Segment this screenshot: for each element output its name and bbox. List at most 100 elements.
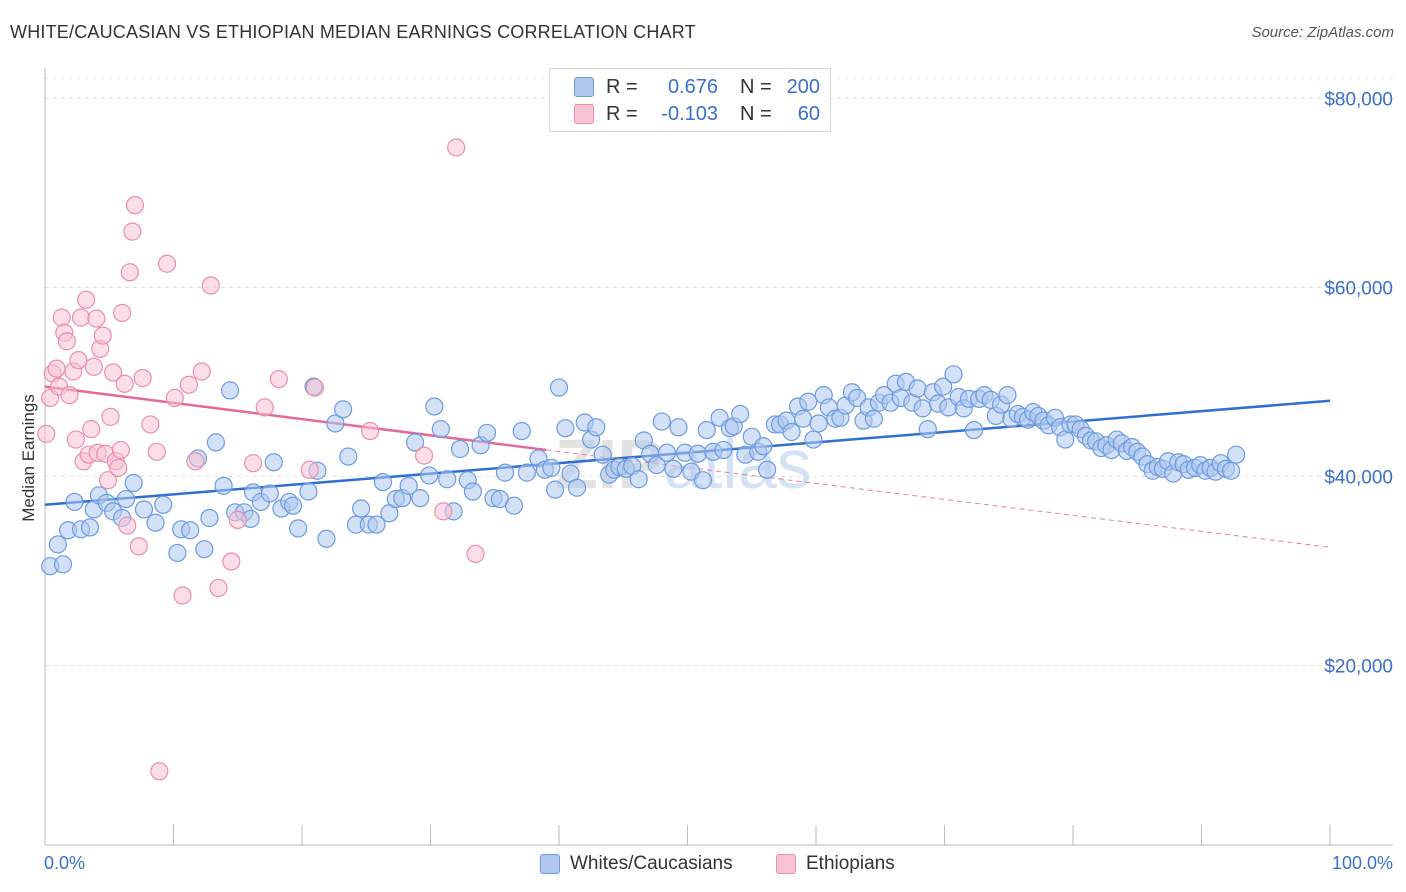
point-ethiopians xyxy=(179,375,199,394)
bottom-legend-swatch-ethiopians xyxy=(776,854,796,874)
point-ethiopians xyxy=(98,471,118,490)
point-whites xyxy=(450,439,470,459)
point-whites xyxy=(657,443,677,462)
point-whites xyxy=(399,476,418,495)
point-ethiopians xyxy=(37,424,56,443)
point-ethiopians xyxy=(66,430,85,449)
bottom-legend-label-whites: Whites/Caucasians xyxy=(570,853,733,874)
point-ethiopians xyxy=(77,290,96,309)
point-whites xyxy=(48,535,67,554)
point-whites xyxy=(477,423,497,443)
point-ethiopians xyxy=(228,510,247,529)
point-whites xyxy=(299,482,318,501)
point-whites xyxy=(195,540,214,559)
point-whites xyxy=(425,397,444,416)
point-ethiopians xyxy=(414,446,434,465)
point-whites xyxy=(758,460,777,479)
point-whites xyxy=(1221,461,1241,480)
point-whites xyxy=(352,499,371,518)
legend-swatch-whites xyxy=(574,77,594,97)
point-whites xyxy=(206,433,226,452)
point-whites xyxy=(154,495,173,514)
y-tick-label: $20,000 xyxy=(1324,656,1393,677)
point-ethiopians xyxy=(244,454,263,473)
point-whites xyxy=(934,377,953,396)
point-whites xyxy=(587,418,606,437)
x-tick-label: 0.0% xyxy=(44,853,85,873)
point-ethiopians xyxy=(87,309,106,328)
x-tick-labels: 0.0% 100.0% xyxy=(44,853,1393,873)
point-whites xyxy=(549,378,569,397)
point-whites xyxy=(998,386,1017,405)
legend-n-label: N = xyxy=(740,102,772,125)
legend-n-value: 200 xyxy=(786,75,820,98)
point-whites xyxy=(326,414,345,433)
point-whites xyxy=(124,473,143,493)
point-ethiopians xyxy=(111,440,130,460)
x-tick-label: 100.0% xyxy=(1332,853,1393,873)
point-whites xyxy=(214,476,233,495)
legend-r-label: R = xyxy=(606,75,638,98)
point-whites xyxy=(913,399,932,418)
point-whites xyxy=(283,496,303,515)
point-whites xyxy=(864,409,883,428)
point-whites xyxy=(405,433,425,452)
trend-line-ethiopians-extension xyxy=(546,449,1331,548)
point-ethiopians xyxy=(150,762,169,781)
legend-r-label: R = xyxy=(606,102,638,125)
legend-n-label: N = xyxy=(740,75,772,98)
point-whites xyxy=(65,492,84,512)
point-whites xyxy=(334,400,353,419)
bottom-legend-label-ethiopians: Ethiopians xyxy=(806,853,895,874)
y-tick-label: $80,000 xyxy=(1324,89,1393,110)
point-whites xyxy=(339,447,358,466)
point-ethiopians xyxy=(209,578,228,598)
y-tick-label: $40,000 xyxy=(1324,467,1393,488)
point-ethiopians xyxy=(192,362,211,381)
point-whites xyxy=(693,471,713,490)
point-whites xyxy=(731,404,750,424)
point-ethiopians xyxy=(57,332,76,351)
point-whites xyxy=(754,437,773,456)
point-ethiopians xyxy=(109,458,128,477)
point-ethiopians xyxy=(133,369,152,388)
point-ethiopians xyxy=(222,552,241,571)
point-whites xyxy=(367,515,386,534)
point-whites xyxy=(289,519,308,538)
y-tick-labels: $20,000 $40,000 $60,000 $80,000 xyxy=(1324,89,1393,677)
point-whites xyxy=(134,500,154,519)
point-whites xyxy=(542,458,561,477)
point-ethiopians xyxy=(69,351,88,370)
point-ethiopians xyxy=(300,460,319,479)
bottom-legend-ethiopians: Ethiopians xyxy=(776,852,895,876)
point-ethiopians xyxy=(123,222,142,241)
point-whites xyxy=(629,470,648,489)
point-whites xyxy=(809,414,828,433)
legend-swatch-ethiopians xyxy=(574,104,594,124)
gridlines xyxy=(45,77,1393,666)
point-whites xyxy=(264,453,283,472)
point-ethiopians xyxy=(93,326,112,345)
chart-title: WHITE/CAUCASIAN VS ETHIOPIAN MEDIAN EARN… xyxy=(10,22,696,42)
point-ethiopians xyxy=(269,369,288,389)
point-whites xyxy=(964,420,984,440)
point-whites xyxy=(438,470,457,489)
point-whites xyxy=(420,466,439,485)
point-ethiopians xyxy=(129,537,148,556)
point-ethiopians xyxy=(71,308,91,327)
point-whites xyxy=(944,365,963,384)
point-whites xyxy=(220,381,240,400)
point-ethiopians xyxy=(255,398,274,417)
point-ethiopians xyxy=(82,420,101,439)
point-ethiopians xyxy=(147,442,166,461)
point-whites xyxy=(546,480,565,499)
trend-line-ethiopians xyxy=(44,385,547,452)
point-ethiopians xyxy=(104,363,123,382)
point-whites xyxy=(146,513,165,532)
point-ethiopians xyxy=(361,421,380,441)
point-ethiopians xyxy=(84,357,103,376)
point-ethiopians xyxy=(120,263,139,282)
point-whites xyxy=(181,521,200,540)
source-credit: Source: ZipAtlas.com xyxy=(1251,24,1394,41)
